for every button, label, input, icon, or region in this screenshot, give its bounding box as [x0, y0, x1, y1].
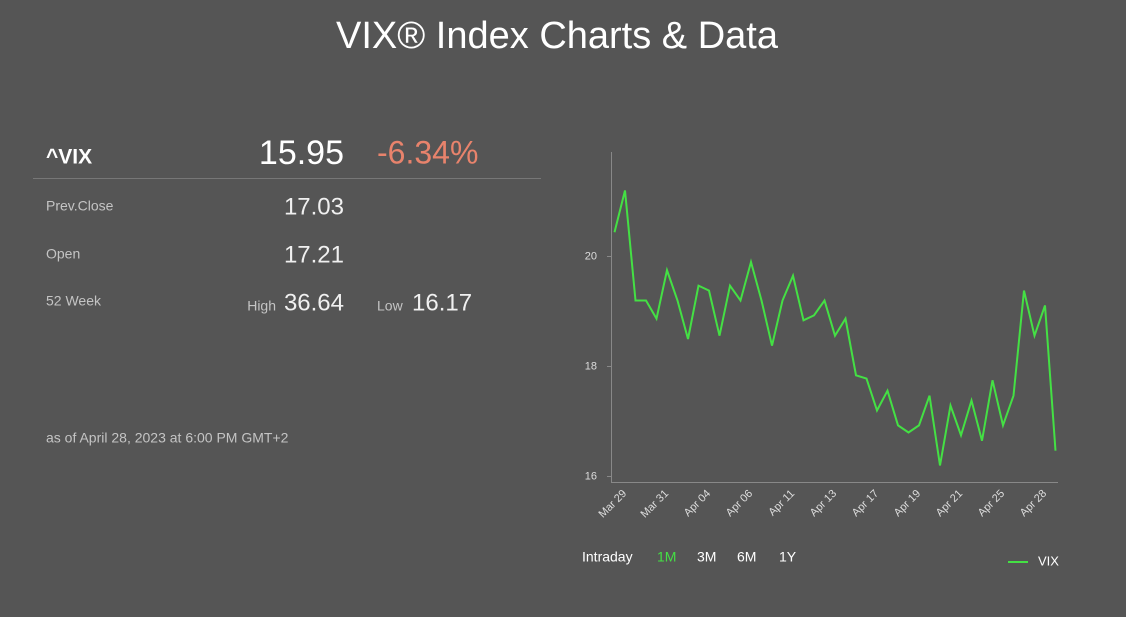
change: -6.34%	[377, 134, 478, 170]
range-button[interactable]: 6M	[737, 549, 756, 565]
x-tick-label: Apr 04	[682, 488, 713, 519]
x-tick-label: Apr 11	[766, 488, 797, 519]
x-tick-label: Apr 06	[724, 488, 755, 519]
range-button[interactable]: 1Y	[779, 549, 797, 565]
legend-label: VIX	[1038, 553, 1059, 568]
row-label: Open	[46, 246, 80, 262]
x-tick-label: Mar 31	[638, 488, 671, 521]
row-value: 17.03	[284, 193, 344, 220]
range-button[interactable]: 3M	[697, 549, 716, 565]
price: 15.95	[259, 134, 344, 172]
x-tick-label: Apr 25	[976, 488, 1007, 519]
range-button[interactable]: Intraday	[582, 549, 633, 565]
x-tick-label: Apr 13	[808, 488, 839, 519]
low-value: 16.17	[412, 289, 472, 316]
y-tick-label: 18	[585, 360, 597, 372]
row-value: 17.21	[284, 241, 344, 268]
x-tick-label: Apr 28	[1018, 488, 1049, 519]
line	[613, 190, 1057, 466]
page-title: VIX® Index Charts & Data	[336, 15, 779, 57]
low-label: Low	[377, 298, 404, 314]
high-label: High	[247, 298, 276, 314]
x-tick-label: Mar 29	[596, 488, 629, 521]
symbol: ^VIX	[46, 146, 92, 169]
x-tick-label: Apr 19	[892, 488, 923, 519]
y-tick-label: 16	[585, 470, 597, 482]
x-tick-label: Apr 21	[934, 488, 965, 519]
x-tick-label: Apr 17	[850, 488, 881, 519]
y-tick-label: 20	[585, 250, 597, 262]
timestamp: as of April 28, 2023 at 6:00 PM GMT+2	[46, 430, 289, 446]
row-label: Prev.Close	[46, 198, 114, 214]
range-button[interactable]: 1M	[657, 549, 676, 565]
week52-label: 52 Week	[46, 293, 102, 309]
high-value: 36.64	[284, 289, 344, 316]
